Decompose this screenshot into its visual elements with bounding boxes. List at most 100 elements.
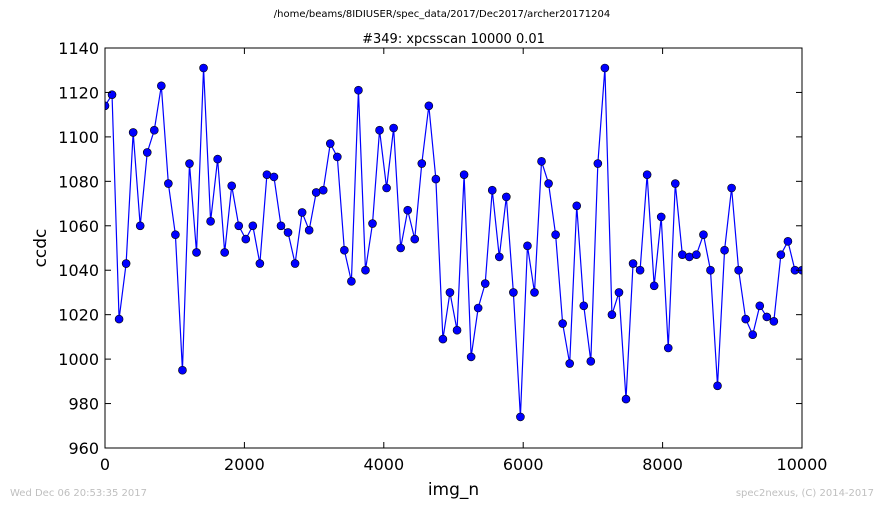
data-point xyxy=(558,319,567,328)
y-tick-label: 980 xyxy=(68,395,99,414)
data-point xyxy=(699,230,708,239)
x-tick-label: 2000 xyxy=(224,455,265,474)
data-point xyxy=(741,314,750,324)
y-tick-label: 1100 xyxy=(58,128,99,147)
data-point xyxy=(628,259,638,268)
data-point xyxy=(748,330,758,339)
data-point xyxy=(494,252,504,262)
plot-area-frame xyxy=(104,47,803,449)
data-point xyxy=(431,174,441,184)
data-point xyxy=(269,172,279,182)
data-point xyxy=(530,288,539,297)
data-point xyxy=(713,381,722,391)
x-tick-label: 10000 xyxy=(777,455,828,474)
data-point xyxy=(333,152,342,162)
data-point xyxy=(438,334,448,344)
x-tick-label: 4000 xyxy=(363,455,404,474)
data-point xyxy=(178,365,187,375)
data-point xyxy=(347,277,356,286)
data-point xyxy=(692,250,701,259)
data-point xyxy=(192,248,201,257)
data-point xyxy=(452,325,462,335)
data-point xyxy=(105,101,110,111)
data-point xyxy=(649,281,659,291)
y-tick-label: 1000 xyxy=(58,350,99,369)
data-point xyxy=(593,159,603,168)
data-point xyxy=(727,183,736,193)
x-tick-label: 8000 xyxy=(642,455,683,474)
footer-timestamp: Wed Dec 06 20:53:35 2017 xyxy=(10,488,147,499)
data-point xyxy=(185,159,194,168)
footer-credit: spec2nexus, (C) 2014-2017 xyxy=(735,488,874,499)
data-point xyxy=(565,359,574,368)
data-point xyxy=(149,125,159,135)
data-point xyxy=(276,221,286,231)
data-point xyxy=(551,230,560,239)
data-point xyxy=(769,317,779,326)
data-point xyxy=(755,301,765,311)
data-point xyxy=(114,314,124,324)
data-point xyxy=(396,243,405,253)
data-point xyxy=(572,201,582,211)
data-point xyxy=(220,248,229,257)
data-point xyxy=(487,185,497,195)
data-point xyxy=(340,245,349,255)
data-point xyxy=(762,312,772,322)
data-point xyxy=(459,170,469,179)
data-point xyxy=(607,310,617,319)
data-point xyxy=(509,288,518,297)
data-point xyxy=(283,228,293,237)
data-point xyxy=(720,245,729,255)
data-point xyxy=(248,221,258,231)
data-point xyxy=(199,63,208,73)
data-point xyxy=(135,221,145,231)
data-point xyxy=(734,265,743,275)
data-point xyxy=(403,205,413,215)
y-tick-label: 1040 xyxy=(58,261,99,280)
data-point xyxy=(234,221,244,231)
y-tick-label: 1020 xyxy=(58,306,99,325)
figure-suptitle: /home/beams/8IDIUSER/spec_data/2017/Dec2… xyxy=(273,9,611,20)
data-point xyxy=(382,183,391,193)
y-tick-label: 1120 xyxy=(58,83,99,102)
data-point xyxy=(537,157,546,166)
data-point xyxy=(304,225,314,235)
y-tick-label: 1060 xyxy=(58,217,99,236)
data-point xyxy=(473,303,483,313)
data-point xyxy=(579,301,589,311)
data-point xyxy=(586,357,596,366)
data-point xyxy=(290,259,300,268)
series-line xyxy=(105,67,802,417)
data-point xyxy=(410,234,420,244)
data-point xyxy=(670,179,680,188)
x-tick-label: 0 xyxy=(100,455,110,474)
data-point xyxy=(523,241,532,251)
data-point xyxy=(318,185,328,195)
data-point xyxy=(297,208,307,217)
x-axis-label: img_n xyxy=(428,480,479,500)
data-point xyxy=(325,139,335,148)
data-point xyxy=(107,90,117,99)
y-tick-label: 1140 xyxy=(58,39,99,58)
data-point xyxy=(642,170,652,179)
data-point xyxy=(375,125,384,135)
data-point xyxy=(502,192,511,202)
data-point xyxy=(255,259,265,268)
data-point xyxy=(656,212,666,222)
data-point xyxy=(368,219,377,228)
data-point xyxy=(361,265,370,275)
data-point xyxy=(171,230,180,239)
data-point xyxy=(600,63,610,73)
data-point xyxy=(417,159,427,168)
y-tick-label: 960 xyxy=(68,439,99,458)
data-point xyxy=(206,217,215,226)
data-point xyxy=(445,288,455,297)
data-point xyxy=(389,123,398,133)
data-point xyxy=(516,412,525,422)
data-point xyxy=(621,394,631,404)
data-point xyxy=(164,179,173,188)
data-point xyxy=(227,181,237,191)
data-point xyxy=(776,250,786,259)
data-point xyxy=(635,265,645,275)
